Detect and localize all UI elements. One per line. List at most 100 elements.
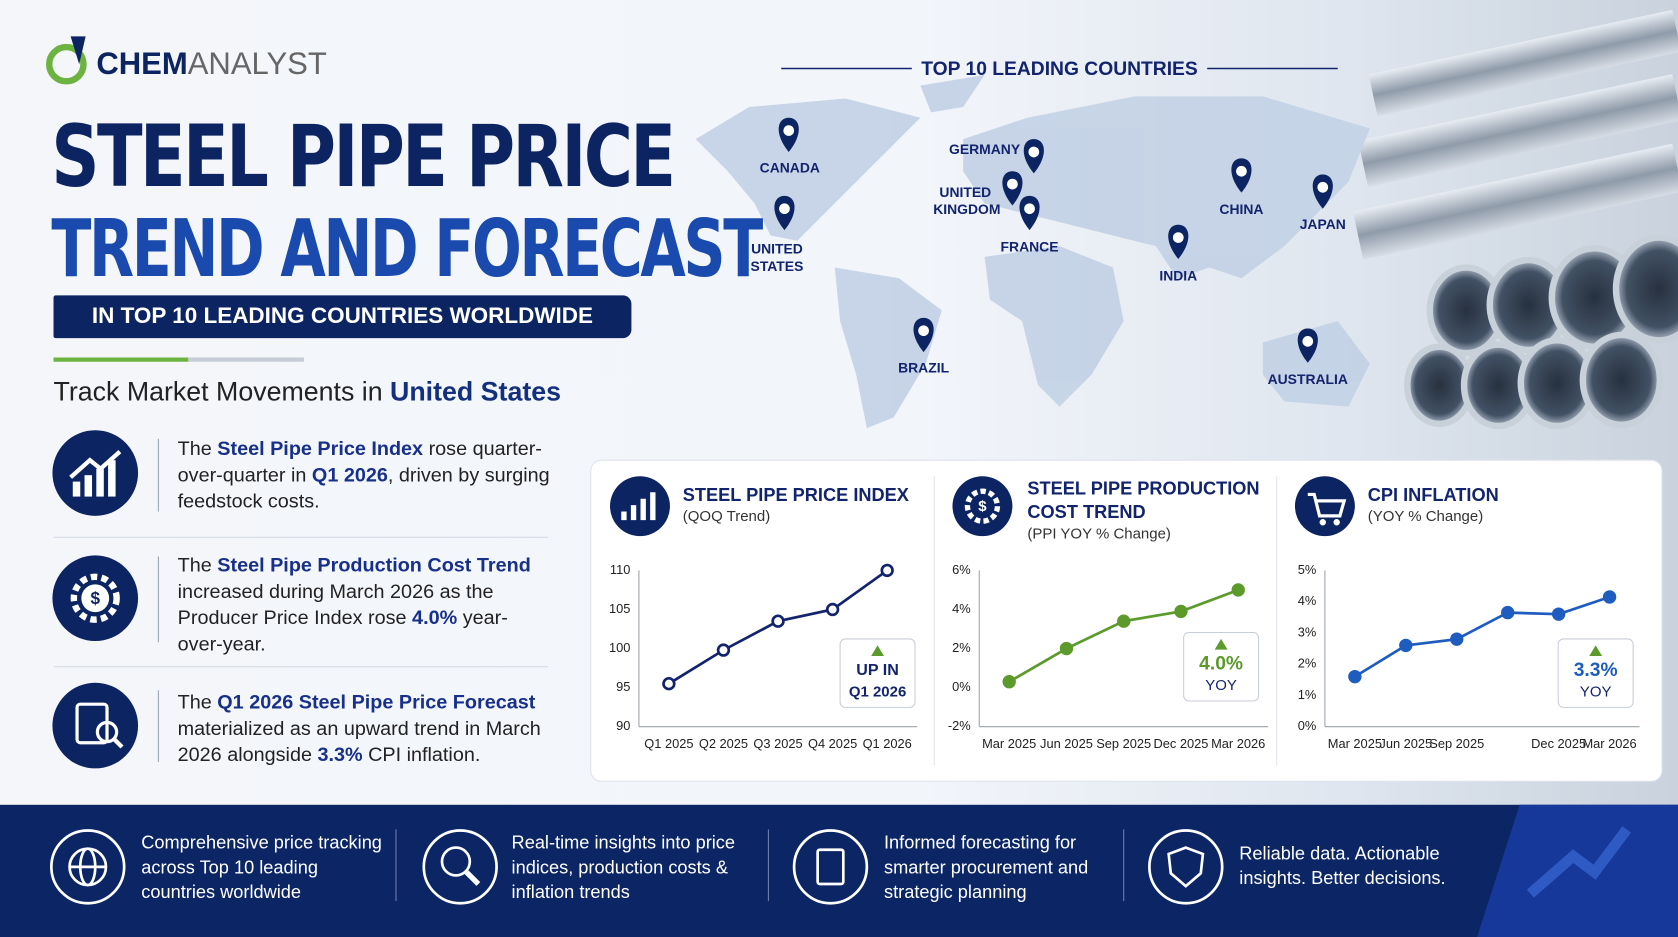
map-pin-dot <box>918 325 929 337</box>
y-tick-label: 105 <box>609 601 630 616</box>
x-tick-label: Jun 2025 <box>1040 736 1093 751</box>
country-label: CHINA <box>1219 201 1264 218</box>
panel-dividers <box>933 476 1278 766</box>
point <box>1002 675 1016 689</box>
highlight-part: materialized as an upward trend in March… <box>177 716 541 766</box>
world-map <box>695 74 1370 429</box>
x-tick-label: Mar 2026 <box>1582 736 1636 751</box>
point <box>662 677 676 691</box>
highlight-part: , driven by surging feedstock costs. <box>177 462 550 512</box>
highlight-part: CPI inflation. <box>362 742 481 766</box>
annotation-text: 4.0% <box>1199 654 1243 675</box>
y-tick-label: 110 <box>610 562 630 577</box>
country-label: BRAZIL <box>898 359 950 376</box>
svg-text:$: $ <box>90 589 100 608</box>
chart-title: STEEL PIPE PRODUCTION COST TREND <box>1027 478 1260 523</box>
feature-text: Real-time insights into price indices, p… <box>511 832 736 903</box>
annotation-text: YOY <box>1205 677 1237 694</box>
country-label: UNITED STATES <box>750 240 804 274</box>
point <box>1174 604 1188 619</box>
point <box>880 563 894 578</box>
track-prefix: Track Market Movements in <box>53 376 383 407</box>
highlight-part: The <box>177 690 218 713</box>
map-title: TOP 10 LEADING COUNTRIES <box>921 57 1198 80</box>
banner: IN TOP 10 LEADING COUNTRIES WORLDWIDE <box>53 295 632 339</box>
y-tick-label: 4% <box>1298 593 1317 608</box>
point <box>1501 605 1515 620</box>
highlight-strong: 4.0% <box>412 605 458 629</box>
x-tick-label: Mar 2025 <box>1328 736 1382 751</box>
footer-separators <box>395 829 1125 902</box>
x-tick-label: Sep 2025 <box>1096 736 1151 751</box>
annotation-box <box>1183 631 1260 702</box>
footer-icons <box>50 829 1224 905</box>
y-tick-label: 3% <box>1298 624 1317 639</box>
y-tick-label: 2% <box>952 640 971 655</box>
y-tick-label: 5% <box>1298 562 1317 577</box>
title: STEEL PIPE PRICE <box>51 107 676 207</box>
annotation-box <box>839 638 916 708</box>
point <box>825 602 840 617</box>
map-pin-dot <box>1028 146 1040 158</box>
x-tick-label: Dec 2025 <box>1531 736 1586 751</box>
point <box>1348 669 1362 684</box>
highlight-text: The Q1 2026 Steel Pipe Price Forecast ma… <box>178 689 553 768</box>
x-tick-label: Q3 2025 <box>753 736 802 751</box>
annotation-arrow <box>1589 645 1603 657</box>
logo-icon <box>46 36 87 85</box>
pipes-photo <box>1352 9 1678 430</box>
logo: CHEMANALYST <box>96 47 327 82</box>
y-tick-label: 95 <box>616 679 630 694</box>
svg-text:$: $ <box>978 498 987 515</box>
map-pin-dot <box>1236 165 1247 177</box>
x-tick-label: Q1 2026 <box>863 736 912 751</box>
annotation-text: YOY <box>1580 683 1612 700</box>
point <box>771 614 785 628</box>
line <box>1354 595 1611 678</box>
track-country: United States <box>390 376 562 407</box>
x-tick-label: Mar 2025 <box>982 736 1036 751</box>
x-tick-label: Mar 2026 <box>1211 736 1265 751</box>
highlight-part: rose quarter-over-quarter in <box>177 436 542 486</box>
country-label: INDIA <box>1159 267 1198 284</box>
map-pin-dot <box>1302 336 1314 347</box>
chart-heading: STEEL PIPE PRODUCTION COST TREND (PPI YOY… <box>1027 477 1262 541</box>
highlight-strong: Q1 2026 <box>311 462 388 486</box>
highlight-strong: Q1 2026 Steel Pipe Price Forecast <box>217 690 536 713</box>
highlight-strong: 3.3% <box>317 742 363 766</box>
map-pin-dot <box>1172 232 1184 243</box>
chart-title: STEEL PIPE PRICE INDEX <box>682 484 909 506</box>
annotation-arrow <box>1214 638 1228 650</box>
annotation-box <box>1557 638 1634 708</box>
y-tick-label: 6% <box>952 562 971 577</box>
footer-accent <box>1477 804 1678 937</box>
feature-text: Informed forecasting for smarter procure… <box>883 832 1089 903</box>
x-tick-label: Q4 2025 <box>808 736 857 751</box>
annotation-text: Q1 2026 <box>849 683 906 700</box>
track-heading: Track Market Movements in United States <box>54 377 561 408</box>
y-tick-label: 0% <box>952 679 971 694</box>
separators <box>53 438 548 762</box>
point <box>716 643 731 657</box>
chart-heading: STEEL PIPE PRICE INDEX (QOQ Trend) <box>683 484 929 525</box>
y-tick-label: 1% <box>1298 687 1317 702</box>
x-tick-label: Jun 2025 <box>1379 736 1432 751</box>
point <box>1059 641 1074 656</box>
highlight-strong: Steel Pipe Price Index <box>217 436 424 460</box>
map-pin-dot <box>783 125 795 136</box>
annotation-arrow <box>871 645 884 657</box>
highlight-icons: $ <box>52 430 139 769</box>
x-tick-label: Dec 2025 <box>1154 736 1209 751</box>
feature-text: Comprehensive price tracking across Top … <box>141 832 382 903</box>
point <box>1399 638 1413 653</box>
annotation-text: 3.3% <box>1574 660 1618 681</box>
country-label: UNITED KINGDOM <box>933 184 1001 218</box>
chart-icons: $ <box>610 476 1355 537</box>
point <box>1551 607 1566 621</box>
chart-heading: CPI INFLATION (YOY % Change) <box>1368 484 1614 525</box>
chart-subtitle: (PPI YOY % Change) <box>1027 524 1171 542</box>
highlight-text: The Steel Pipe Production Cost Trend inc… <box>178 552 553 657</box>
